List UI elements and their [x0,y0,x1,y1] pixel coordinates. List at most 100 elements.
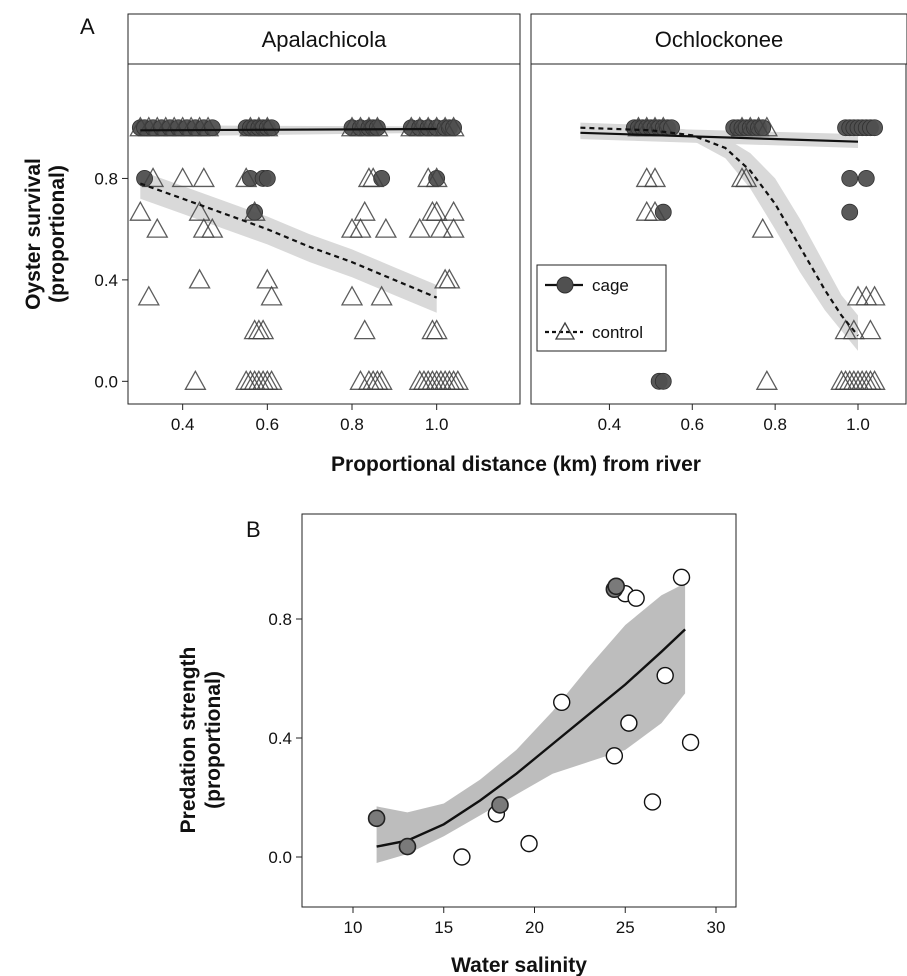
panel-b-xlabel: Water salinity [451,954,587,976]
legend-box [536,264,667,352]
facet-ochlockonee: Ochlockonee 0.4 0.6 0.8 1.0 cage control [530,13,907,434]
control-point [370,285,393,306]
fit-line-salinity [376,628,686,848]
salinity-ytick-label: 0.0 [268,848,292,867]
salinity-xtick-label: 20 [525,918,544,937]
control-fit-ribbon [580,122,858,351]
control-point [349,217,372,238]
panel-a-xlabel: Proportional distance (km) from river [331,453,701,476]
apalachicola-ytick-label: 0.0 [94,372,118,391]
salinity-point-white [681,733,700,752]
cage-point [203,119,221,137]
control-point [643,167,667,188]
control-point [370,369,393,390]
control-point [425,167,448,188]
panel-a-ylabel-line1: Oyster survival [22,158,45,310]
fit-lines-ochlockonee [580,126,859,337]
control-point [196,116,220,137]
points-salinity [367,568,700,866]
control-point [425,319,448,340]
salinity-point-grey [398,837,417,856]
salinity-point-white [520,834,538,853]
apalachicola-ytick-label: 0.4 [94,271,118,290]
salinity-point-white [605,747,624,765]
salinity-point-grey [367,809,386,828]
legend-control-marker [554,321,576,340]
cage-point [841,170,859,187]
control-point [353,319,376,340]
ribbon-salinity [376,583,686,863]
control-point [755,369,778,390]
control-point [859,319,882,340]
panel-b: B 10 15 20 25 30 0.0 0.4 0.8 Predation strength… [177,513,737,976]
salinity-fit-ribbon [376,583,686,863]
panel-b-ylabel-line2: (proportional) [202,671,225,809]
control-point [755,116,778,137]
control-point [235,167,258,188]
control-point [146,217,169,238]
control-point [442,116,465,137]
control-point [340,285,364,306]
plot-area-ochlockonee [530,63,907,405]
panel-a-ylabel-line2: (proportional) [46,165,69,303]
cage-fit-line [580,131,859,143]
control-point [188,268,211,289]
control-point [260,369,283,390]
cage-point [258,170,276,187]
apalachicola-xtick-label: 0.8 [340,415,364,434]
legend: cage control [536,264,667,352]
salinity-point-grey [491,796,509,814]
panel-b-letter: B [246,517,261,542]
control-point [137,285,160,306]
control-point [842,319,865,340]
axes-ochlockonee: 0.4 0.6 0.8 1.0 [598,404,870,434]
control-point [184,369,207,390]
apalachicola-xtick-label: 0.4 [171,415,195,434]
salinity-xtick-label: 10 [344,918,363,937]
cage-fit-line [140,127,437,132]
ochlockonee-xtick-label: 0.8 [763,415,787,434]
control-point [362,167,385,188]
apalachicola-xtick-label: 1.0 [425,415,449,434]
cage-point [754,119,772,137]
control-point [366,116,389,137]
control-point [751,217,774,238]
legend-cage-label: cage [592,276,629,295]
facet-strip-apalachicola [127,13,521,65]
control-point [429,217,453,238]
salinity-fit-line [376,628,686,848]
control-point [446,369,469,390]
panel-a: A Apalachicola 0.4 0.6 0.8 1.0 0.0 0.4 0.8 Och… [22,13,907,476]
control-point [256,268,279,289]
control-point [171,167,194,188]
control-point [643,200,667,221]
cage-point [263,119,280,137]
points-apalachicola [129,116,469,390]
cage-point [857,170,875,187]
ochlockonee-xtick-label: 0.6 [680,415,704,434]
control-point [374,217,397,238]
apalachicola-ytick-label: 0.8 [94,169,118,188]
axes-salinity: 10 15 20 25 30 0.0 0.4 0.8 [268,610,725,937]
salinity-point-white [627,589,645,607]
salinity-xtick-label: 25 [616,918,635,937]
control-point [863,285,886,306]
control-point [425,200,448,221]
control-fit-line [139,182,438,299]
control-point [141,167,165,188]
fit-lines-apalachicola [139,127,438,299]
apalachicola-xtick-label: 0.6 [256,415,280,434]
control-fit-ribbon [140,170,437,313]
facet-label-ochlockonee: Ochlockonee [655,27,783,52]
control-point [408,217,431,238]
salinity-point-white [672,568,691,587]
control-point [256,116,279,137]
panel-b-ylabel-line1: Predation strength [177,647,200,834]
salinity-point-grey [607,577,625,596]
salinity-point-white [643,793,662,811]
facet-label-apalachicola: Apalachicola [262,27,388,52]
axes-apalachicola: 0.4 0.6 0.8 1.0 0.0 0.4 0.8 [94,169,448,434]
salinity-ytick-label: 0.8 [268,610,292,629]
control-point [735,167,758,188]
